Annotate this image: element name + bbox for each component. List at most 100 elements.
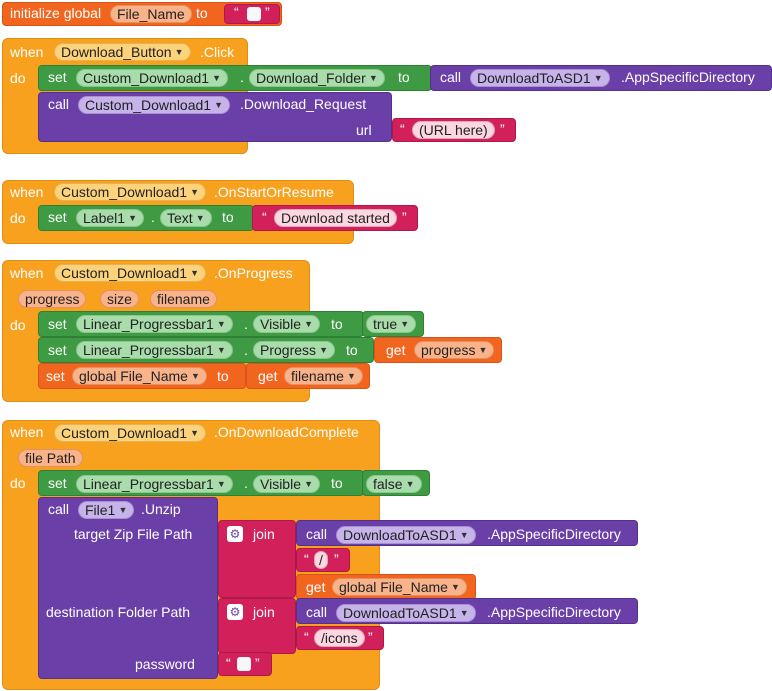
open-quote-icon: “: [304, 551, 309, 567]
true-dropdown[interactable]: true ▼: [366, 315, 417, 333]
to-label: to: [398, 69, 410, 85]
init-global-label: initialize global: [10, 5, 102, 21]
asd-method-label: .AppSpecificDirectory: [621, 69, 755, 85]
target-zip-path-label: target Zip File Path: [74, 526, 193, 542]
param-progress[interactable]: progress: [18, 290, 87, 308]
join-label: join: [253, 604, 275, 620]
target-dropdown[interactable]: Label1 ▼: [76, 209, 145, 227]
get-label: get: [386, 342, 406, 358]
chevron-down-icon: ▼: [478, 345, 488, 355]
set-label: set: [48, 69, 67, 85]
component-dropdown[interactable]: Download_Button ▼: [54, 43, 191, 61]
chevron-down-icon: ▼: [400, 319, 410, 329]
chevron-down-icon: ▼: [347, 371, 356, 381]
set-label: set: [48, 475, 67, 491]
event-name-label: .OnStartOrResume: [214, 184, 334, 200]
chevron-down-icon: ▼: [319, 345, 329, 355]
download-started-field[interactable]: Download started: [274, 209, 397, 227]
do-label: do: [10, 317, 26, 333]
dot-label: .: [244, 316, 248, 332]
param-file-path[interactable]: file Path: [18, 449, 83, 467]
open-quote-icon: “: [234, 4, 239, 20]
chevron-down-icon: ▼: [216, 479, 226, 489]
chevron-down-icon: ▼: [190, 428, 200, 438]
set-label: set: [46, 368, 65, 384]
chevron-down-icon: ▼: [214, 100, 224, 110]
empty-string-field[interactable]: [247, 7, 261, 21]
open-quote-icon: “: [262, 209, 267, 225]
dot-label: .: [240, 69, 244, 85]
target-dropdown[interactable]: Linear_Progressbar1 ▼: [76, 315, 233, 333]
chevron-down-icon: ▼: [190, 187, 200, 197]
do-label: do: [10, 70, 26, 86]
open-quote-icon: “: [400, 121, 405, 137]
to-label: to: [217, 368, 229, 384]
join-label: join: [253, 526, 275, 542]
asd-component-dropdown[interactable]: DownloadToASD1 ▼: [336, 604, 476, 622]
chevron-down-icon: ▼: [190, 268, 200, 278]
when-label: when: [10, 184, 44, 200]
property-dropdown[interactable]: Progress ▼: [253, 341, 336, 359]
component-dropdown[interactable]: Custom_Download1 ▼: [54, 264, 207, 282]
set-label: set: [48, 209, 67, 225]
global-var-dropdown[interactable]: global File_Name ▼: [72, 367, 207, 385]
get-label: get: [306, 579, 326, 595]
chevron-down-icon: ▼: [195, 213, 205, 223]
password-label: password: [135, 656, 195, 672]
to-label: to: [331, 475, 343, 491]
property-dropdown[interactable]: Visible ▼: [253, 475, 320, 493]
icons-text-field[interactable]: /icons: [314, 629, 365, 647]
false-dropdown[interactable]: false ▼: [366, 475, 422, 493]
destination-folder-label: destination Folder Path: [46, 604, 190, 620]
target-dropdown-2[interactable]: Custom_Download1 ▼: [78, 96, 231, 114]
chevron-down-icon: ▼: [304, 319, 313, 329]
get-var-dropdown[interactable]: filename ▼: [284, 367, 363, 385]
chevron-down-icon: ▼: [174, 47, 184, 57]
set-label-text-block[interactable]: [38, 205, 254, 231]
param-size[interactable]: size: [100, 290, 139, 308]
gear-icon[interactable]: ⚙: [227, 526, 243, 542]
chevron-down-icon: ▼: [212, 73, 222, 83]
call-file-unzip-block[interactable]: [38, 497, 218, 679]
call-label: call: [48, 501, 70, 517]
url-param-label: url: [356, 122, 372, 138]
get-var-dropdown[interactable]: global File_Name ▼: [332, 578, 467, 596]
dot-label: .: [244, 475, 248, 491]
component-dropdown[interactable]: Custom_Download1 ▼: [54, 424, 207, 442]
chevron-down-icon: ▼: [459, 530, 469, 540]
do-label: do: [10, 475, 26, 491]
close-quote-icon: ”: [255, 655, 260, 671]
empty-string-field[interactable]: [237, 657, 251, 671]
call-label: call: [440, 69, 462, 85]
property-dropdown[interactable]: Text ▼: [160, 209, 212, 227]
target-dropdown[interactable]: Linear_Progressbar1 ▼: [76, 475, 233, 493]
chevron-down-icon: ▼: [405, 479, 415, 489]
chevron-down-icon: ▼: [368, 73, 378, 83]
param-filename[interactable]: filename: [150, 290, 217, 308]
asd-component-dropdown[interactable]: DownloadToASD1 ▼: [336, 526, 476, 544]
do-label: do: [10, 210, 26, 226]
get-var-dropdown[interactable]: progress ▼: [414, 341, 495, 359]
target-dropdown[interactable]: Linear_Progressbar1 ▼: [76, 341, 233, 359]
chevron-down-icon: ▼: [593, 73, 603, 83]
init-var-name-field[interactable]: File_Name: [110, 5, 192, 23]
url-text-field[interactable]: (URL here): [412, 121, 495, 139]
chevron-down-icon: ▼: [459, 608, 469, 618]
property-dropdown[interactable]: Download_Folder ▼: [249, 69, 385, 87]
open-quote-icon: “: [304, 629, 309, 645]
when-label: when: [10, 265, 44, 281]
target-dropdown[interactable]: Custom_Download1 ▼: [76, 69, 229, 87]
close-quote-icon: ”: [334, 551, 339, 567]
component-dropdown[interactable]: Custom_Download1 ▼: [54, 183, 207, 201]
file-component-dropdown[interactable]: File1 ▼: [78, 501, 135, 519]
call-label-2: call: [48, 96, 70, 112]
close-quote-icon: ”: [368, 629, 373, 645]
when-label: when: [10, 44, 44, 60]
property-dropdown[interactable]: Visible ▼: [253, 315, 320, 333]
slash-text-field[interactable]: /: [314, 551, 328, 569]
set-label: set: [48, 342, 67, 358]
chevron-down-icon: ▼: [191, 371, 200, 381]
to-label: to: [346, 342, 358, 358]
gear-icon[interactable]: ⚙: [227, 604, 243, 620]
asd-component-dropdown[interactable]: DownloadToASD1 ▼: [470, 69, 610, 87]
